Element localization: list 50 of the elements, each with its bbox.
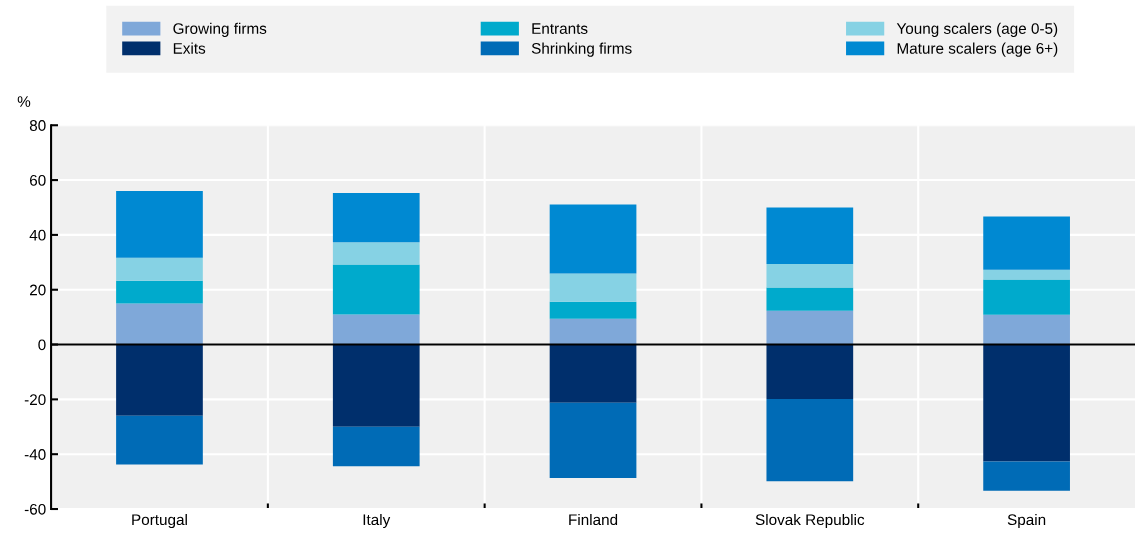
bar: [549, 273, 637, 302]
bar: [332, 344, 420, 427]
bar: [116, 344, 203, 416]
x-tick-label: Italy: [363, 513, 391, 529]
bar: [332, 426, 420, 467]
bar: [983, 216, 1070, 270]
bar: [332, 264, 420, 315]
legend-label: Entrants: [532, 23, 588, 34]
bar: [332, 242, 420, 265]
bar: [332, 192, 420, 243]
bar: [116, 191, 203, 258]
bar: [549, 344, 637, 403]
x-tick-label: Slovak Republic: [755, 513, 865, 529]
y-tick-label: -60: [24, 503, 46, 515]
legend-label: Mature scalers (age 6+): [897, 42, 1058, 57]
y-tick-label: -40: [24, 449, 46, 460]
x-tick-label: Finland: [569, 513, 618, 526]
y-tick-label: 0: [38, 339, 46, 351]
bar: [766, 344, 854, 400]
bar: [549, 318, 637, 345]
bar: [332, 314, 420, 345]
x-tick-label: Portugal: [132, 513, 187, 529]
y-axis-title: %: [17, 96, 31, 107]
legend-label: Growing firms: [173, 22, 267, 37]
y-tick-label: 80: [29, 120, 46, 131]
bar: [766, 287, 854, 311]
bar: [983, 344, 1070, 462]
bar: [116, 415, 203, 465]
bar: [983, 314, 1070, 345]
bar: [766, 310, 854, 345]
y-tick-label: -20: [24, 394, 46, 406]
legend-label: Shrinking firms: [531, 42, 632, 57]
bar: [983, 461, 1070, 491]
legend-label: Exits: [173, 42, 206, 54]
bar: [766, 207, 854, 264]
bar: [116, 280, 203, 304]
bar: [116, 303, 203, 345]
y-tick-label: 60: [30, 174, 46, 186]
legend-label: Young scalers (age 0-5): [896, 22, 1058, 37]
bar: [983, 269, 1070, 280]
x-tick-label: Spain: [1007, 513, 1046, 529]
bar: [766, 399, 854, 482]
bar: [549, 204, 637, 274]
bar: [116, 257, 203, 281]
y-tick-label: 20: [29, 284, 46, 296]
y-tick-label: 40: [29, 229, 46, 241]
bar: [549, 301, 637, 319]
bar: [766, 263, 854, 288]
bar: [983, 279, 1070, 315]
bar: [549, 402, 637, 479]
